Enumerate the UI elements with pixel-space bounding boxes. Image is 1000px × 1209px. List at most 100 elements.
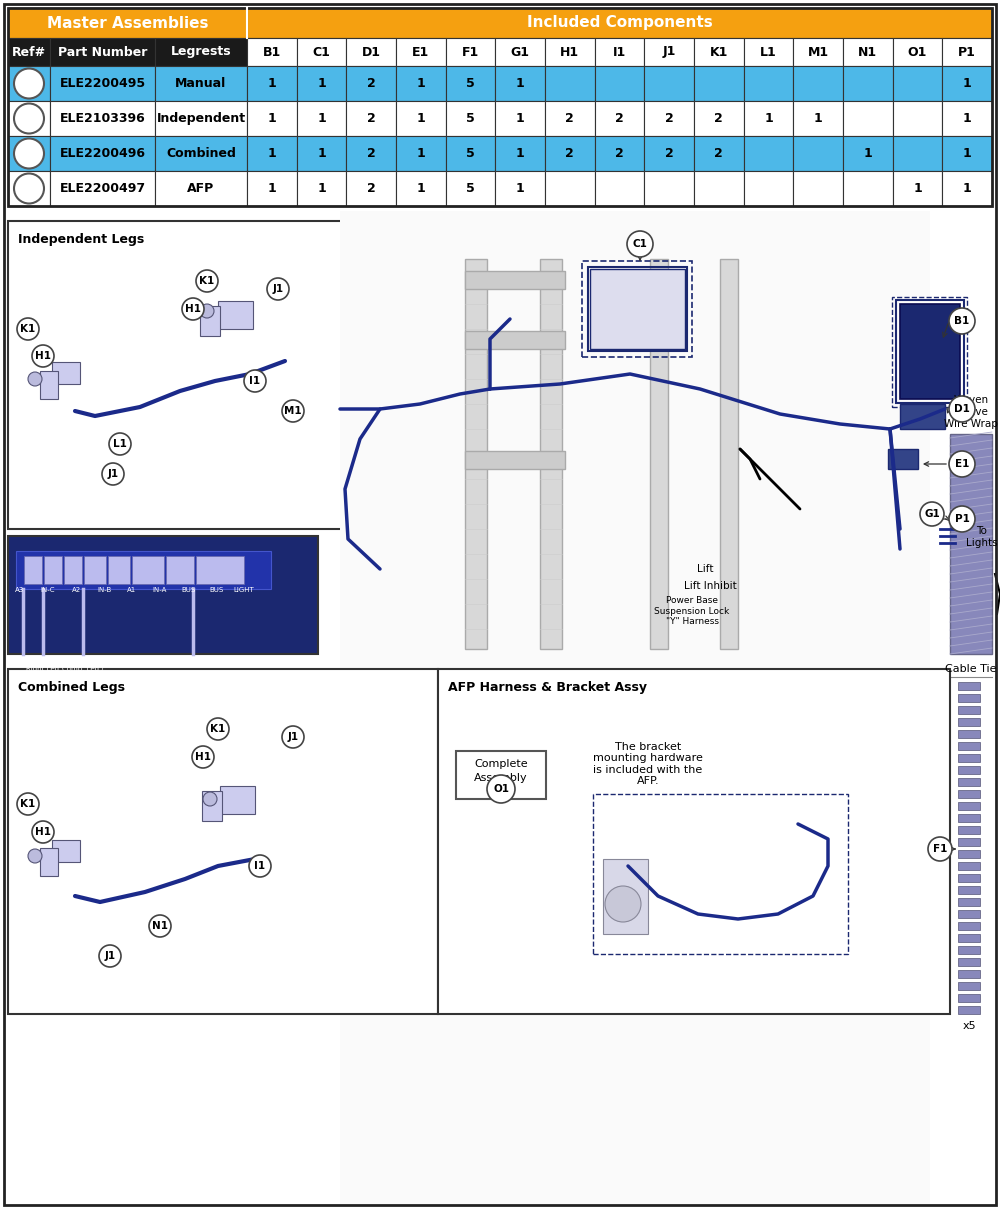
Bar	[247, 102, 297, 135]
Bar	[958, 779, 980, 786]
Bar	[540, 259, 562, 649]
Bar	[958, 742, 980, 750]
Text: J1: J1	[104, 951, 116, 961]
Text: 1: 1	[516, 77, 525, 89]
Bar	[893, 37, 942, 66]
Bar	[843, 135, 893, 170]
Bar	[24, 556, 42, 584]
Circle shape	[267, 278, 289, 300]
Text: 5: 5	[466, 147, 475, 160]
Text: Lift: Lift	[697, 565, 713, 574]
Circle shape	[14, 69, 44, 98]
Bar	[396, 37, 446, 66]
Bar	[942, 102, 992, 135]
Text: Power Base
Suspension Lock
"Y" Harness: Power Base Suspension Lock "Y" Harness	[654, 596, 730, 626]
Bar	[396, 66, 446, 102]
Text: H1: H1	[560, 46, 579, 58]
Text: O1: O1	[908, 46, 927, 58]
Text: IN-A: IN-A	[153, 588, 167, 592]
Text: K1: K1	[210, 724, 226, 734]
Text: 2: 2	[665, 112, 674, 125]
Bar	[64, 556, 82, 584]
Bar	[155, 102, 247, 135]
Bar	[297, 170, 346, 206]
Text: Legrests: Legrests	[171, 46, 231, 58]
Text: K1: K1	[199, 276, 215, 287]
Text: To
Lights: To Lights	[966, 526, 998, 548]
Text: 1: 1	[963, 147, 972, 160]
Bar	[644, 170, 694, 206]
Bar	[958, 802, 980, 810]
Bar	[958, 994, 980, 1002]
Bar	[843, 170, 893, 206]
Bar	[50, 135, 155, 170]
Bar	[8, 536, 318, 654]
Bar	[446, 102, 495, 135]
Text: C1: C1	[313, 46, 330, 58]
Text: Left Leg /
Comb. Leg /
AFP: Left Leg / Comb. Leg / AFP	[62, 659, 104, 679]
Bar	[166, 556, 194, 584]
Text: 2: 2	[615, 112, 624, 125]
Bar	[396, 135, 446, 170]
Bar	[644, 102, 694, 135]
Bar	[247, 170, 297, 206]
Text: 1: 1	[764, 112, 773, 125]
Bar	[793, 135, 843, 170]
Bar	[50, 37, 155, 66]
Bar	[446, 170, 495, 206]
Bar	[595, 102, 644, 135]
Bar	[247, 66, 297, 102]
Bar	[247, 8, 992, 37]
Text: Complete: Complete	[474, 759, 528, 769]
Bar	[595, 170, 644, 206]
Text: Part Number: Part Number	[58, 46, 147, 58]
Bar	[52, 840, 80, 862]
Text: 2: 2	[367, 112, 376, 125]
Text: Assembly: Assembly	[474, 773, 528, 783]
Circle shape	[207, 718, 229, 740]
Bar	[50, 170, 155, 206]
Text: Master Assemblies: Master Assemblies	[47, 16, 208, 30]
Circle shape	[17, 793, 39, 815]
Text: I1: I1	[254, 861, 266, 870]
Bar	[958, 718, 980, 725]
Text: ELE2200495: ELE2200495	[59, 77, 146, 89]
Text: M1: M1	[284, 406, 302, 416]
Circle shape	[102, 463, 124, 485]
Text: 2: 2	[615, 147, 624, 160]
Text: 1: 1	[963, 112, 972, 125]
Text: J1: J1	[287, 731, 299, 742]
Text: Cable Tie: Cable Tie	[945, 664, 997, 673]
Bar	[495, 102, 545, 135]
Bar	[155, 37, 247, 66]
Text: C1: C1	[633, 239, 647, 249]
Circle shape	[109, 433, 131, 455]
Circle shape	[605, 886, 641, 922]
Bar	[495, 66, 545, 102]
Bar	[958, 814, 980, 822]
Bar	[346, 135, 396, 170]
Text: P1: P1	[958, 46, 976, 58]
Text: L1: L1	[113, 439, 127, 449]
Circle shape	[32, 821, 54, 843]
Bar	[340, 212, 930, 1204]
Bar	[893, 135, 942, 170]
Bar	[247, 37, 297, 66]
Bar	[446, 66, 495, 102]
Text: Ref#: Ref#	[12, 46, 46, 58]
Text: N1: N1	[152, 921, 168, 931]
Bar	[155, 170, 247, 206]
Text: H1: H1	[195, 752, 211, 762]
Bar	[720, 259, 738, 649]
Text: J1: J1	[107, 469, 119, 479]
Text: 1: 1	[863, 147, 872, 160]
Bar	[958, 970, 980, 978]
Text: K1: K1	[20, 324, 36, 334]
Text: D1: D1	[954, 404, 970, 413]
Bar	[8, 8, 992, 206]
Bar	[942, 170, 992, 206]
Bar	[582, 261, 692, 357]
Text: 1: 1	[317, 147, 326, 160]
Bar	[495, 37, 545, 66]
Text: 1: 1	[267, 183, 276, 195]
